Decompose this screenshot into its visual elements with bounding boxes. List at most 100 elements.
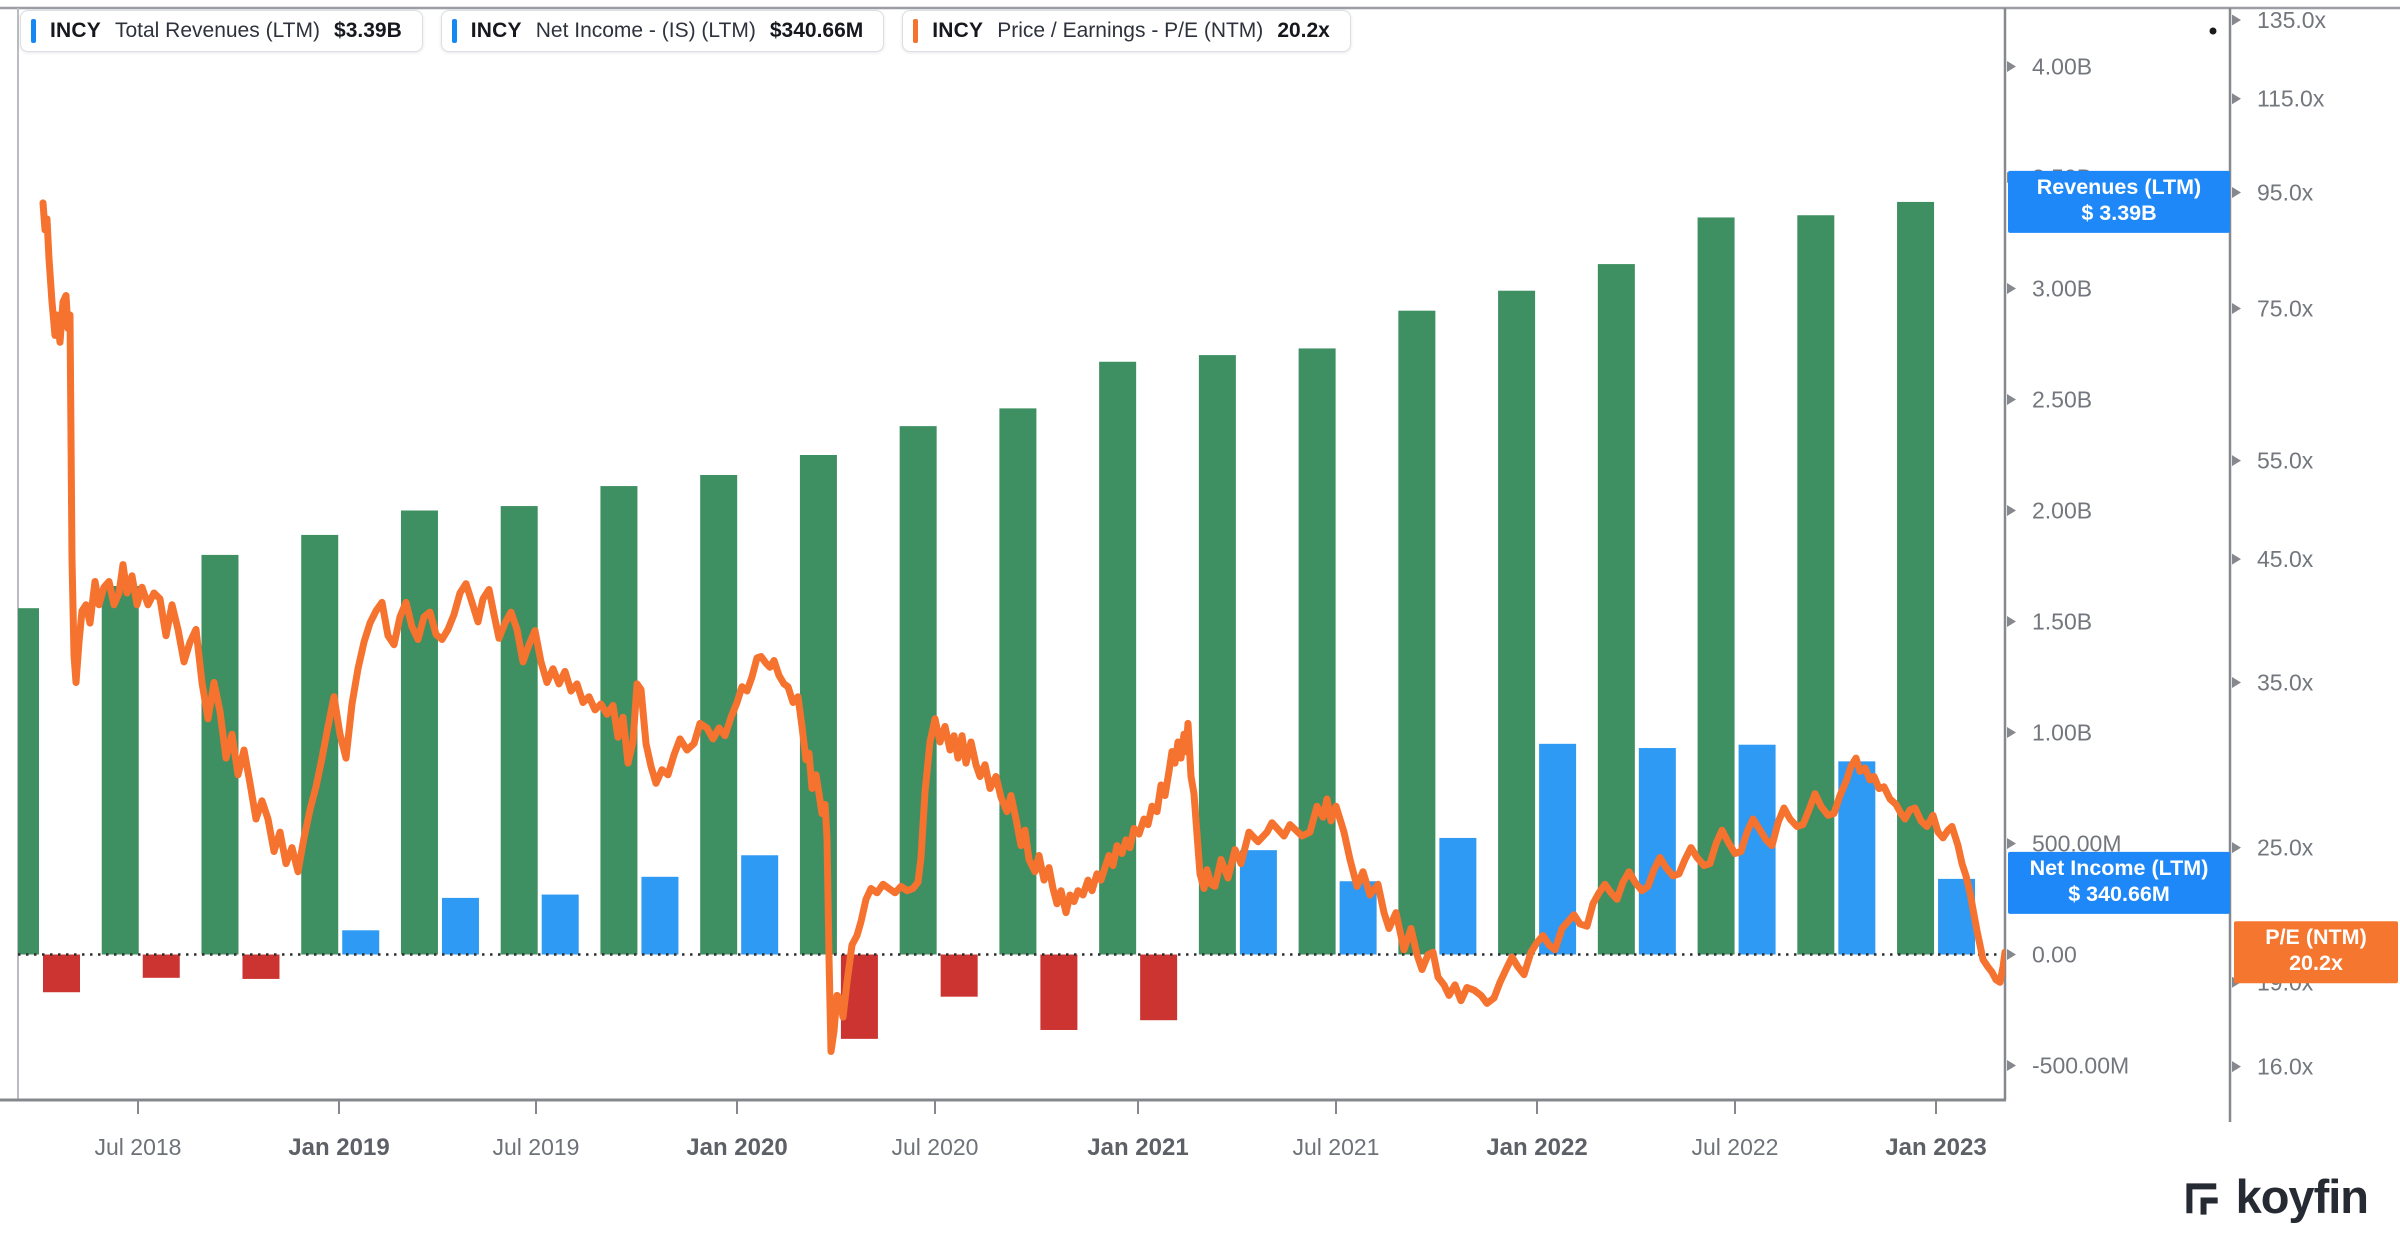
- cursor-dot: [2209, 27, 2217, 35]
- tick-arrow-icon: [2007, 616, 2016, 627]
- revenue-bar: [1697, 217, 1735, 955]
- pe-axis-tick-label: 75.0x: [2257, 295, 2314, 321]
- x-axis-label: Jul 2019: [493, 1134, 580, 1160]
- tick-arrow-icon: [2007, 727, 2016, 738]
- revenue-bar: [1797, 215, 1835, 955]
- net-income-bar-positive: [441, 897, 479, 955]
- revenue-bar: [400, 510, 438, 955]
- x-axis-label: Jan 2022: [1486, 1134, 1587, 1161]
- pe-axis-tick-label: 45.0x: [2257, 546, 2314, 572]
- pe-axis-tick-label: 95.0x: [2257, 179, 2314, 205]
- revenue-bar: [101, 585, 139, 955]
- pe-axis-tick-label: 55.0x: [2257, 448, 2314, 474]
- pe-line-layer: [39, 199, 2005, 1055]
- koyfin-wordmark: koyfin: [2235, 1170, 2369, 1223]
- pe-axis-badge-bg: [2234, 921, 2398, 984]
- net-income-axis-badge-text: Net Income (LTM) $ 340.66M: [2030, 856, 2209, 906]
- revenue-bar: [1198, 355, 1236, 955]
- revenue-bar: [1897, 201, 1935, 955]
- tick-arrow-icon: [2007, 283, 2016, 294]
- series-accent-bar: [31, 19, 36, 43]
- net-income-axis-badge-bg: [2008, 851, 2230, 914]
- tick-arrow-icon: [2232, 842, 2241, 854]
- revenue-axis-tick-label: 4.00B: [2032, 54, 2092, 80]
- revenue-axis-tick-label: 2.00B: [2032, 498, 2092, 524]
- net-income-bar-negative: [43, 954, 80, 993]
- legend-ticker: INCY: [470, 19, 522, 42]
- x-axis-label: Jan 2020: [686, 1134, 787, 1161]
- revenue-axis-tick-label: 1.50B: [2032, 609, 2092, 635]
- tick-arrow-icon: [2007, 394, 2016, 405]
- tick-arrow-icon: [2232, 14, 2241, 26]
- koyfin-logo-icon: [2185, 1182, 2218, 1215]
- koyfin-watermark: koyfin: [2174, 1169, 2369, 1224]
- revenue-axis-badge: Revenues (LTM) $ 3.39B: [2008, 170, 2230, 233]
- legend-value: $3.39B: [334, 19, 402, 42]
- revenue-axis-tick-label: 0.00: [2032, 942, 2077, 968]
- legend-label: Net Income - (IS) (LTM): [535, 19, 756, 42]
- revenue-axis-tick-label: 2.50B: [2032, 387, 2092, 413]
- tick-arrow-icon: [2232, 93, 2241, 105]
- tick-arrow-icon: [2007, 838, 2016, 849]
- revenue-axis-tick-label: 3.00B: [2032, 276, 2092, 302]
- revenue-bar: [1398, 310, 1436, 955]
- pe-line: [39, 199, 2005, 1055]
- pe-axis-badge: P/E (NTM) 20.2x: [2234, 921, 2398, 984]
- pe-axis-tick-label: 115.0x: [2257, 86, 2325, 112]
- pe-axis-tick-label: 25.0x: [2257, 835, 2314, 861]
- legend-value: $340.66M: [769, 19, 864, 42]
- net-income-bar-negative: [1140, 954, 1178, 1021]
- revenue-bar: [1597, 264, 1635, 955]
- pe-axis-tick-label: 35.0x: [2257, 669, 2314, 695]
- legend-item-price-earnings[interactable]: INCY Price / Earnings - P/E (NTM) 20.2x: [902, 10, 1351, 52]
- x-axis-label: Jan 2023: [1885, 1134, 1986, 1161]
- net-income-bar-negative: [242, 954, 280, 979]
- revenue-bar: [500, 506, 538, 955]
- legend-value: 20.2x: [1277, 19, 1330, 42]
- net-income-bar-negative: [142, 954, 180, 978]
- tick-arrow-icon: [2007, 949, 2016, 960]
- tick-arrow-icon: [2232, 553, 2241, 565]
- legend-ticker: INCY: [932, 19, 984, 42]
- legend-row: INCY Total Revenues (LTM) $3.39B INCY Ne…: [20, 10, 1351, 52]
- x-axis-label: Jul 2022: [1692, 1134, 1779, 1160]
- pe-axis-tick-label: 135.0x: [2257, 7, 2327, 33]
- net-income-bar-positive: [641, 876, 679, 955]
- tick-arrow-icon: [2232, 455, 2241, 467]
- revenue-axis-badge-bg: [2008, 170, 2230, 233]
- revenue-bar: [1498, 290, 1536, 955]
- legend-ticker: INCY: [50, 19, 101, 42]
- bars-layer: [18, 201, 1976, 1039]
- x-axis-label: Jul 2018: [95, 1134, 182, 1160]
- tick-arrow-icon: [2232, 186, 2241, 198]
- net-income-bar-positive: [342, 930, 380, 955]
- series-accent-bar: [451, 19, 457, 43]
- revenue-bar: [18, 608, 39, 955]
- revenue-bar: [1298, 348, 1336, 955]
- net-income-bar-positive: [1638, 748, 1676, 955]
- legend-label: Total Revenues (LTM): [114, 19, 321, 42]
- revenue-axis-tick-label: 1.00B: [2032, 720, 2092, 746]
- tick-arrow-icon: [2007, 1060, 2016, 1071]
- legend-item-net-income[interactable]: INCY Net Income - (IS) (LTM) $340.66M: [440, 10, 885, 52]
- pe-axis-badge-text: P/E (NTM) 20.2x: [2265, 925, 2367, 975]
- tick-arrow-icon: [2007, 61, 2016, 72]
- x-axis-label: Jan 2019: [288, 1134, 389, 1161]
- net-income-bar-positive: [541, 894, 579, 955]
- tick-arrow-icon: [2232, 302, 2241, 314]
- net-income-axis-badge: Net Income (LTM) $ 340.66M: [2008, 851, 2230, 914]
- legend-label: Price / Earnings - P/E (NTM): [997, 19, 1264, 42]
- revenue-bar: [799, 455, 837, 955]
- net-income-bar-positive: [741, 855, 779, 955]
- tick-arrow-icon: [2007, 505, 2016, 516]
- pe-axis-tick-label: 16.0x: [2257, 1054, 2314, 1080]
- series-accent-bar: [913, 19, 919, 43]
- net-income-bar-negative: [1040, 954, 1078, 1030]
- revenue-axis-badge-text: Revenues (LTM) $ 3.39B: [2037, 175, 2201, 225]
- revenue-bar: [301, 534, 339, 955]
- x-axis-label: Jul 2021: [1293, 1134, 1380, 1160]
- x-axis-label: Jan 2021: [1087, 1134, 1188, 1161]
- legend-item-total-revenues[interactable]: INCY Total Revenues (LTM) $3.39B: [20, 10, 423, 52]
- tick-arrow-icon: [2232, 1061, 2241, 1073]
